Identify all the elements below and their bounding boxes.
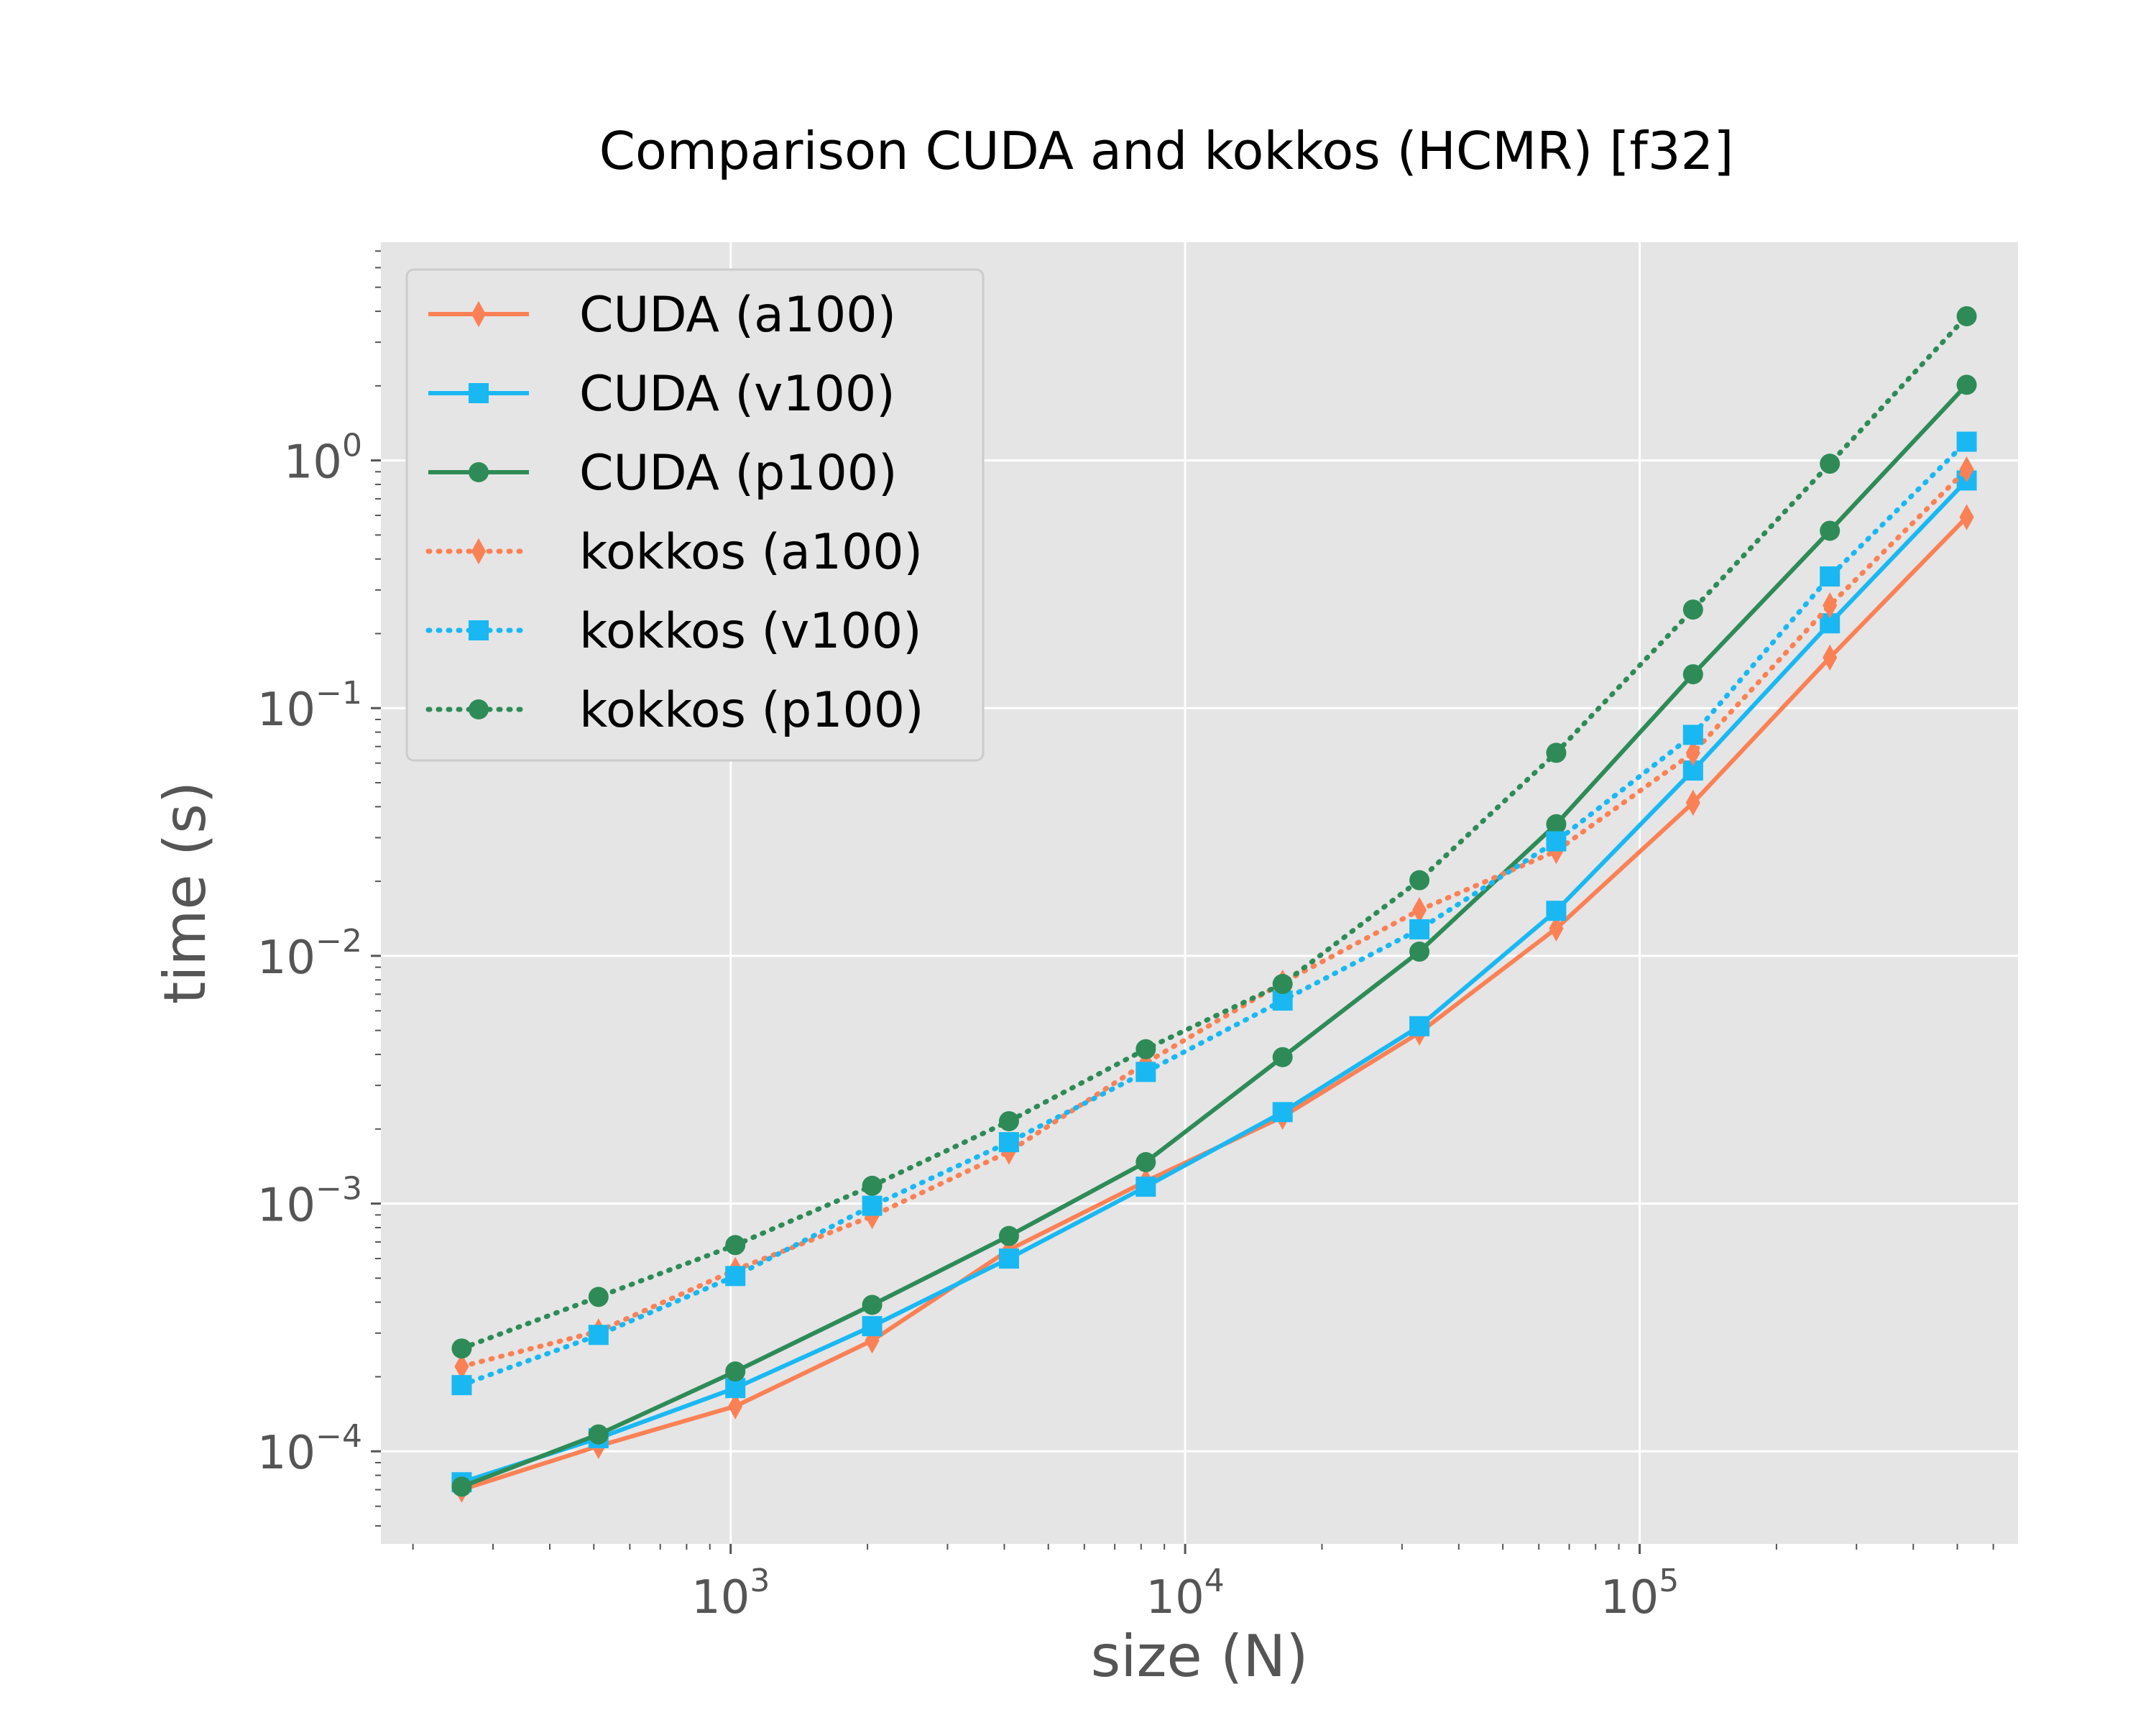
y-axis-label: time (s) [152, 781, 218, 1004]
data-point [728, 1393, 743, 1420]
data-point [454, 1353, 469, 1380]
legend-box [405, 268, 985, 762]
data-point [998, 1132, 1019, 1153]
legend-marker [469, 620, 489, 640]
data-point [1272, 1102, 1293, 1123]
data-point [862, 1316, 883, 1337]
x-tick-label: 105 [1600, 1563, 1679, 1624]
legend-marker [469, 383, 489, 403]
data-point [1682, 599, 1703, 620]
series-line [461, 383, 1968, 1489]
data-point [1682, 724, 1703, 745]
data-point [1682, 664, 1703, 685]
chart-title: Comparison CUDA and kokkos (HCMR) [f32] [599, 121, 1734, 181]
data-point [1959, 456, 1974, 483]
data-point [862, 1294, 883, 1315]
data-point [1546, 831, 1567, 852]
y-tick-label: 10−1 [257, 675, 362, 737]
data-point [998, 1248, 1019, 1269]
data-point [1823, 644, 1838, 671]
data-point [1959, 504, 1974, 530]
data-point [1272, 974, 1293, 995]
legend-item: kokkos (a100) [425, 524, 923, 581]
y-tick-label: 10−4 [257, 1418, 362, 1480]
series-line [461, 479, 1968, 1485]
data-point [725, 1266, 746, 1287]
x-axis-label: size (N) [1091, 1623, 1309, 1690]
data-point [1956, 305, 1977, 326]
data-point [1820, 520, 1841, 541]
series-layer [451, 305, 1977, 1503]
data-point [451, 1375, 472, 1396]
data-point [1409, 1016, 1430, 1036]
legend-marker [469, 699, 489, 719]
y-tick-label: 10−2 [257, 923, 362, 985]
legend-label: CUDA (p100) [579, 445, 898, 502]
y-tick-labels: 10−4 10−3 10−2 10−1 100 [257, 428, 362, 1481]
data-point [1823, 592, 1838, 619]
series-line [459, 439, 1970, 1388]
data-point [1546, 814, 1567, 834]
data-point [451, 1338, 472, 1359]
series-kokkos-v100 [451, 431, 1977, 1396]
data-point [1549, 915, 1564, 942]
legend-item: CUDA (p100) [428, 445, 898, 502]
legend-label: kokkos (v100) [579, 603, 922, 660]
series-kokkos-p100 [451, 305, 1977, 1359]
minor-ticks [371, 250, 1994, 1554]
data-point [862, 1175, 883, 1196]
data-point [1820, 566, 1841, 587]
legend-label: CUDA (v100) [579, 366, 895, 423]
data-point [451, 1476, 472, 1497]
data-point [1135, 1151, 1156, 1172]
data-point [1272, 1046, 1293, 1067]
data-point [998, 1110, 1019, 1131]
legend-item: kokkos (p100) [425, 682, 924, 739]
y-tick-label: 10−3 [257, 1171, 362, 1233]
data-point [588, 1424, 609, 1445]
legend: CUDA (a100) CUDA (v100) CUDA (p100) kokkos … [405, 268, 985, 762]
data-point [1411, 897, 1427, 924]
data-point [1820, 454, 1841, 474]
data-point [1135, 1039, 1156, 1059]
data-point [1135, 1177, 1156, 1197]
legend-label: kokkos (p100) [579, 682, 924, 739]
series-cuda-v100 [451, 470, 1977, 1493]
data-point [862, 1195, 883, 1216]
legend-item: CUDA (a100) [428, 287, 896, 344]
legend-marker [469, 462, 489, 482]
data-point [1956, 374, 1977, 395]
data-point [725, 1235, 746, 1256]
series-cuda-p100 [451, 374, 1977, 1497]
data-point [1409, 919, 1430, 939]
legend-marker [471, 538, 487, 565]
data-point [1409, 942, 1430, 962]
x-tick-label: 104 [1146, 1563, 1224, 1624]
data-point [725, 1361, 746, 1382]
data-point [1546, 742, 1567, 763]
data-point [1685, 789, 1700, 816]
data-point [1409, 870, 1430, 891]
x-tick-labels: 103 104 105 [691, 1563, 1679, 1624]
data-point [1135, 1062, 1156, 1082]
series-line [459, 466, 1970, 1369]
data-point [588, 1287, 609, 1307]
legend-label: kokkos (a100) [579, 524, 923, 581]
data-point [1956, 431, 1977, 452]
x-tick-label: 103 [691, 1563, 770, 1624]
data-point [588, 1325, 609, 1346]
data-point [998, 1225, 1019, 1246]
legend-item: CUDA (v100) [428, 366, 895, 423]
y-tick-label: 100 [284, 428, 362, 489]
series-line [459, 313, 1970, 1351]
legend-item: kokkos (v100) [425, 603, 922, 660]
legend-marker [471, 300, 487, 328]
data-point [1685, 740, 1700, 766]
legend-label: CUDA (a100) [579, 287, 896, 344]
data-point [1546, 901, 1567, 921]
